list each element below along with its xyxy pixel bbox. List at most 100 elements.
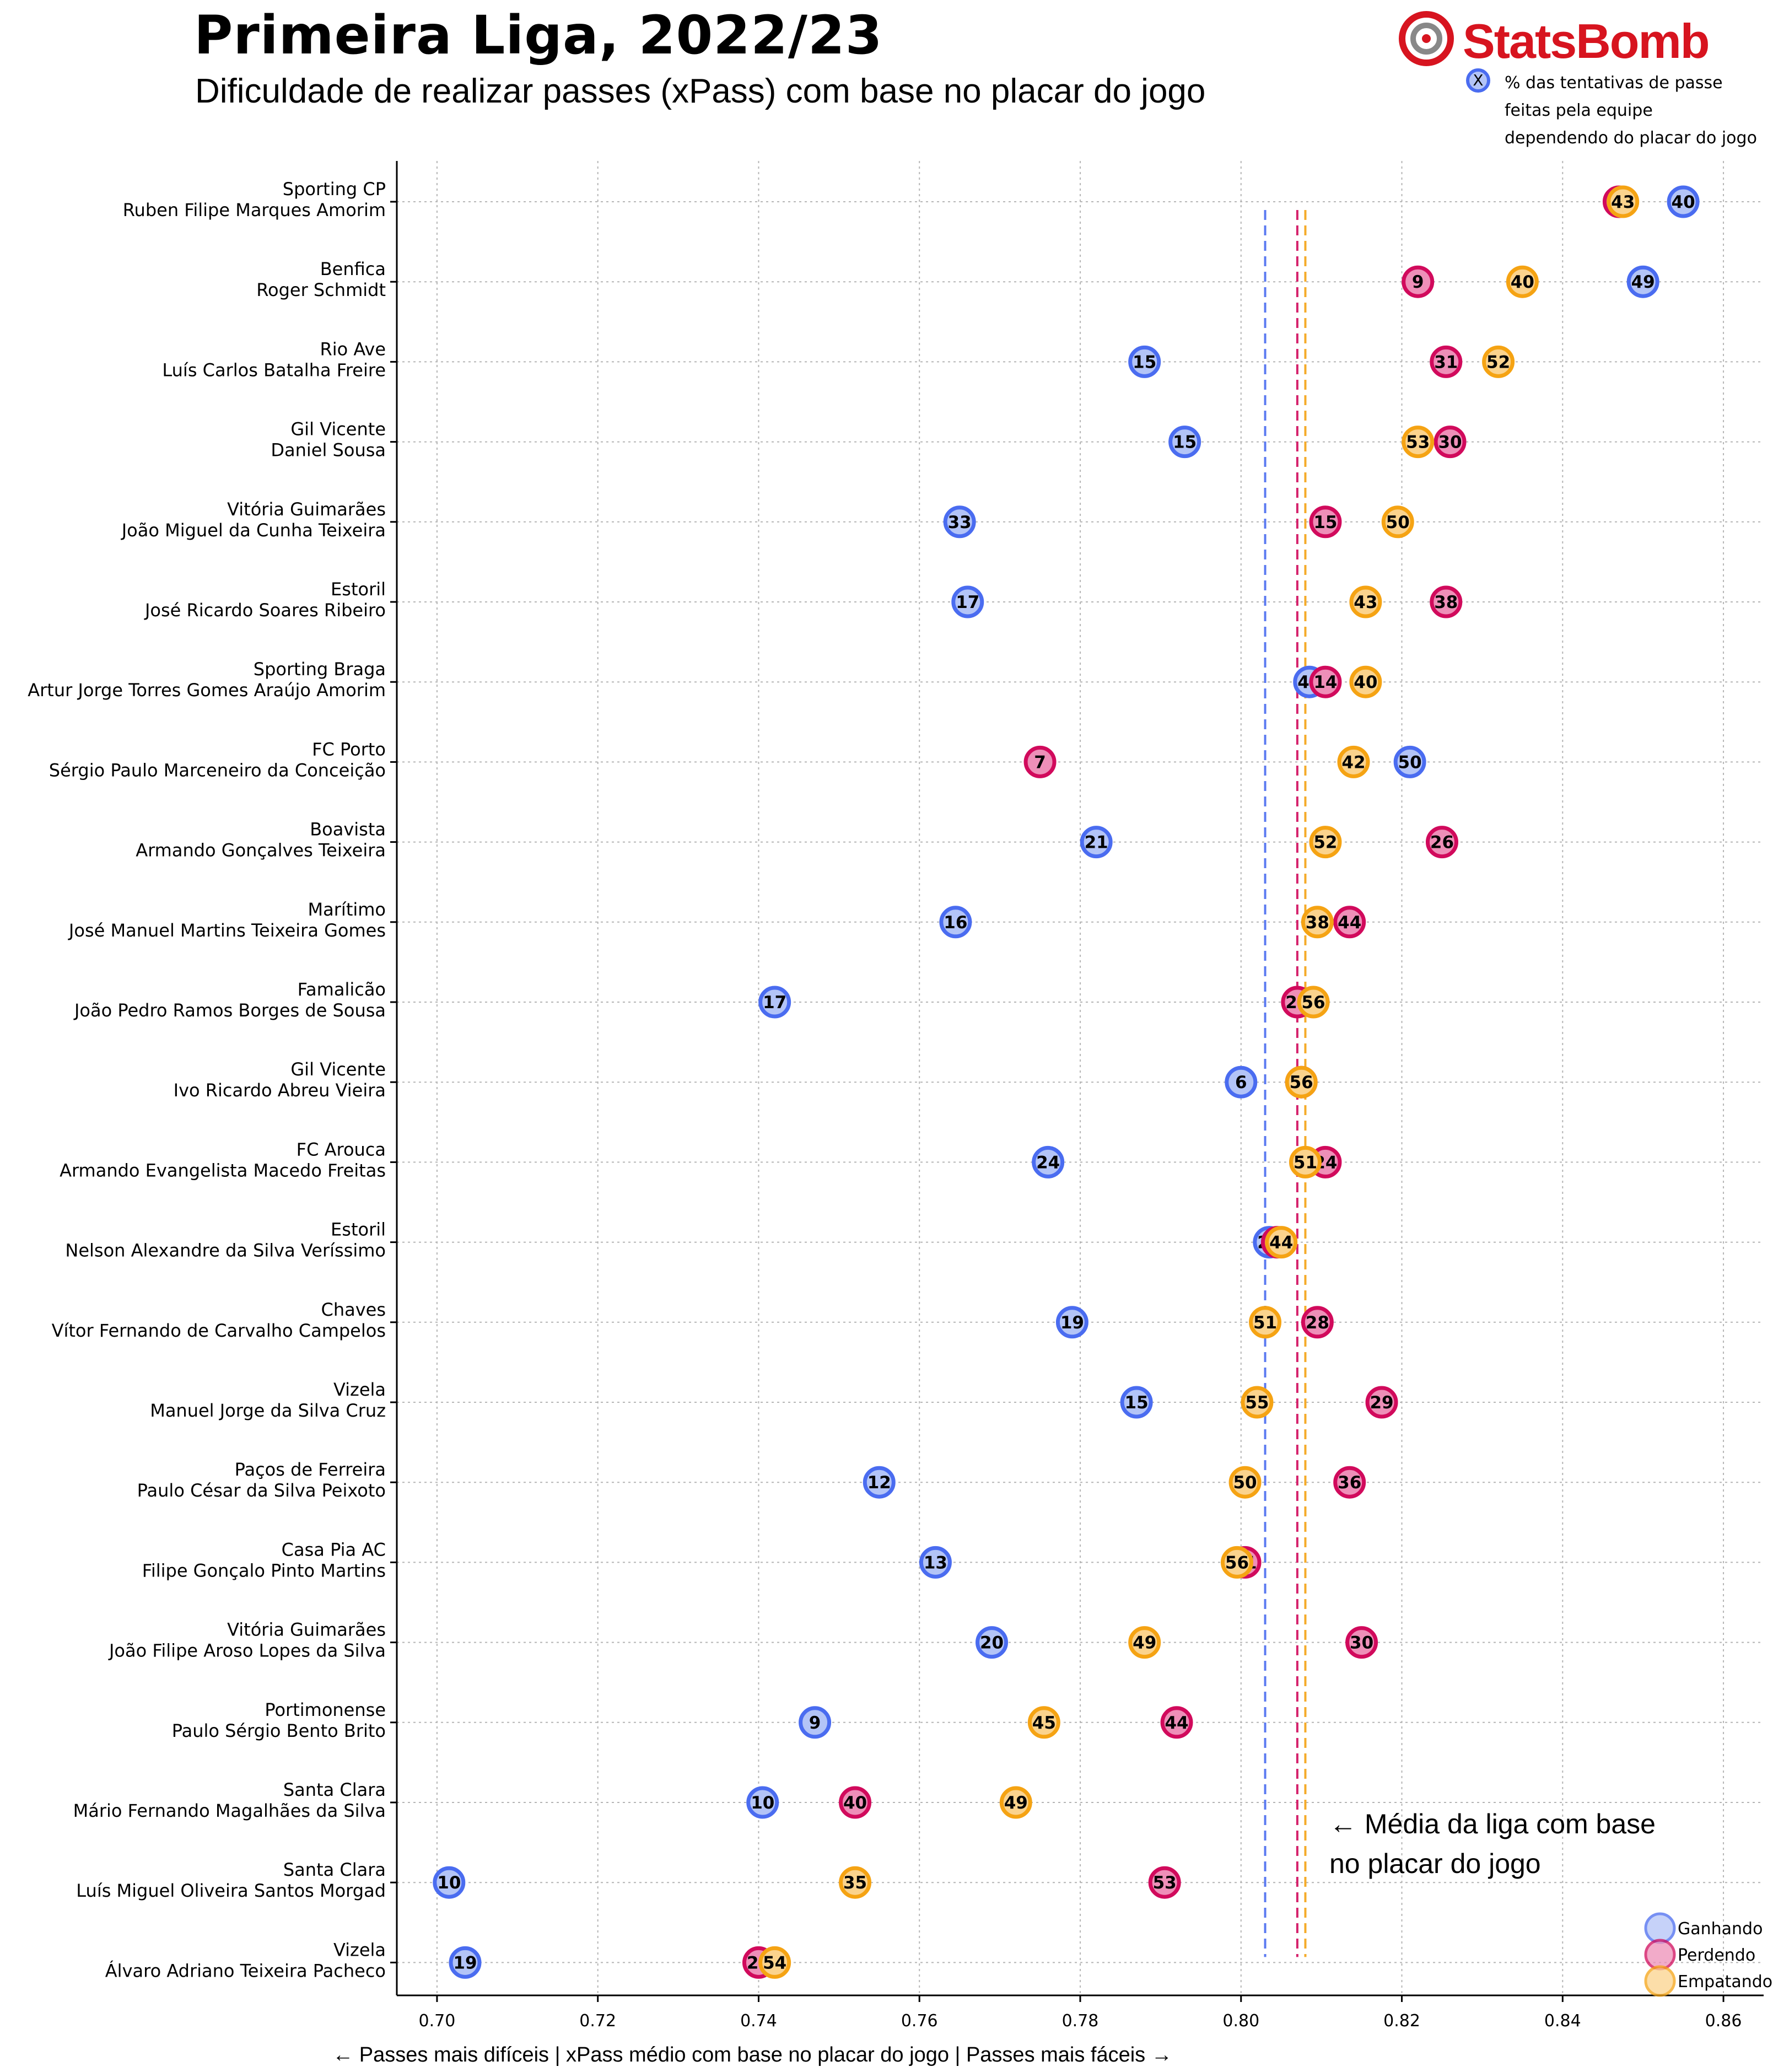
point-marker: [943, 505, 976, 539]
point-0-ganhando: 40: [1667, 185, 1700, 218]
point-marker: [758, 1946, 791, 1979]
point-label: 36: [1338, 1473, 1361, 1493]
point-15-empatando: 55: [1241, 1386, 1274, 1419]
point-2-ganhando: 15: [1128, 345, 1161, 378]
legend-label-ganhando: Ganhando: [1678, 1919, 1763, 1939]
point-18-ganhando: 20: [976, 1626, 1009, 1659]
point-label: 49: [1004, 1793, 1028, 1813]
point-label: 56: [1301, 993, 1325, 1013]
x-axis-tick-labels: 0.70 0.72 0.74 0.76 0.78 0.80 0.82 0.84 0.86: [419, 2011, 1742, 2031]
point-marker: [919, 1546, 952, 1579]
legend-marker-ganhando: [1644, 1912, 1676, 1944]
point-marker: [1285, 1065, 1318, 1099]
point-11-empatando: 56: [1285, 1065, 1318, 1099]
point-marker: [433, 1866, 466, 1899]
point-marker: [1349, 585, 1382, 618]
point-9-perdendo: 44: [1333, 906, 1366, 939]
point-9-empatando: 38: [1301, 906, 1334, 939]
coach-label-16: Paulo César da Silva Peixoto: [137, 1480, 386, 1501]
coach-label-10: João Pedro Ramos Borges de Sousa: [73, 1000, 386, 1021]
coach-label-14: Vítor Fernando de Carvalho Campelos: [52, 1320, 386, 1341]
point-2-perdendo: 31: [1430, 345, 1463, 378]
legend: Ganhando Perdendo Empatando: [1644, 1912, 1772, 1997]
point-label: 56: [1290, 1073, 1313, 1092]
point-21-empatando: 35: [839, 1866, 872, 1899]
point-label: 51: [1294, 1153, 1317, 1172]
point-marker: [1168, 426, 1201, 459]
point-label: 44: [1269, 1233, 1293, 1253]
point-marker: [1160, 1706, 1193, 1739]
point-marker: [1607, 185, 1640, 218]
point-marker: [1120, 1386, 1153, 1419]
point-3-perdendo: 30: [1434, 426, 1467, 459]
point-5-perdendo: 38: [1430, 585, 1463, 618]
key-line-2: feitas pela equipe: [1505, 101, 1653, 120]
x-tick-label-7: 0.84: [1544, 2011, 1581, 2031]
point-20-perdendo: 40: [839, 1786, 872, 1819]
x-tick-label-1: 0.72: [579, 2011, 616, 2031]
point-marker: [1027, 1706, 1060, 1739]
point-1-ganhando: 49: [1626, 265, 1659, 298]
point-label: 38: [1434, 593, 1458, 612]
team-label-5: Estoril: [331, 579, 386, 600]
point-marker: [951, 585, 984, 618]
point-marker: [939, 906, 972, 939]
team-label-16: Paços de Ferreira: [235, 1459, 386, 1480]
point-16-perdendo: 36: [1333, 1466, 1366, 1499]
coach-label-15: Manuel Jorge da Silva Cruz: [150, 1400, 386, 1421]
coach-label-13: Nelson Alexandre da Silva Veríssimo: [65, 1240, 386, 1261]
point-8-ganhando: 21: [1080, 826, 1113, 859]
point-label: 50: [1386, 513, 1410, 532]
point-label: 28: [1306, 1313, 1329, 1333]
team-label-0: Sporting CP: [283, 179, 386, 200]
point-label: 49: [1133, 1633, 1156, 1653]
chart-title: Primeira Liga, 2022/23: [194, 4, 883, 66]
point-18-perdendo: 30: [1345, 1626, 1378, 1659]
point-marker: [1309, 826, 1342, 859]
grid-lines: [397, 161, 1764, 1995]
x-tick-label-0: 0.70: [419, 2011, 456, 2031]
point-7-ganhando: 50: [1393, 745, 1426, 778]
key-line-3: dependendo do placar do jogo: [1505, 128, 1757, 148]
point-15-perdendo: 29: [1365, 1386, 1398, 1419]
point-label: 40: [1672, 192, 1695, 212]
point-19-ganhando: 9: [799, 1706, 832, 1739]
coach-label-17: Filipe Gonçalo Pinto Martins: [142, 1560, 386, 1581]
point-12-ganhando: 24: [1032, 1145, 1065, 1178]
point-1-empatando: 40: [1506, 265, 1539, 298]
point-17-empatando: 56: [1220, 1546, 1253, 1579]
team-label-20: Santa Clara: [283, 1779, 386, 1800]
point-marker: [1032, 1145, 1065, 1178]
point-label: 17: [956, 593, 979, 612]
team-label-13: Estoril: [331, 1219, 386, 1240]
team-label-3: Gil Vicente: [290, 419, 386, 440]
point-0-empatando: 43: [1607, 185, 1640, 218]
point-label: 15: [1173, 433, 1197, 453]
point-marker: [1301, 1306, 1334, 1339]
point-10-empatando: 56: [1297, 986, 1330, 1019]
point-18-empatando: 49: [1128, 1626, 1161, 1659]
chart-subtitle: Dificuldade de realizar passes (xPass) c…: [195, 72, 1206, 110]
point-marker: [1023, 745, 1057, 778]
point-marker: [976, 1626, 1009, 1659]
point-7-empatando: 42: [1337, 745, 1370, 778]
point-20-empatando: 49: [999, 1786, 1032, 1819]
key-marker-icon: X: [1466, 68, 1490, 93]
point-1-perdendo: 9: [1402, 265, 1435, 298]
point-12-empatando: 51: [1289, 1145, 1322, 1178]
point-marker: [1297, 986, 1330, 1019]
team-label-2: Rio Ave: [320, 338, 386, 359]
average-annotation: ← Média da liga com base no placar do jog…: [1329, 1809, 1656, 1879]
annotation-line-1: ← Média da liga com base: [1329, 1809, 1656, 1839]
point-14-empatando: 51: [1249, 1306, 1282, 1339]
coach-label-20: Mário Fernando Magalhães da Silva: [73, 1800, 386, 1821]
team-label-11: Gil Vicente: [290, 1059, 386, 1080]
point-19-perdendo: 44: [1160, 1706, 1193, 1739]
team-label-9: Marítimo: [308, 899, 386, 920]
legend-label-empatando: Empatando: [1678, 1972, 1772, 1992]
point-marker: [1667, 185, 1700, 218]
point-label: 24: [1036, 1153, 1060, 1172]
point-label: 15: [1133, 352, 1156, 372]
point-label: 50: [1233, 1473, 1257, 1493]
point-3-empatando: 53: [1402, 426, 1435, 459]
